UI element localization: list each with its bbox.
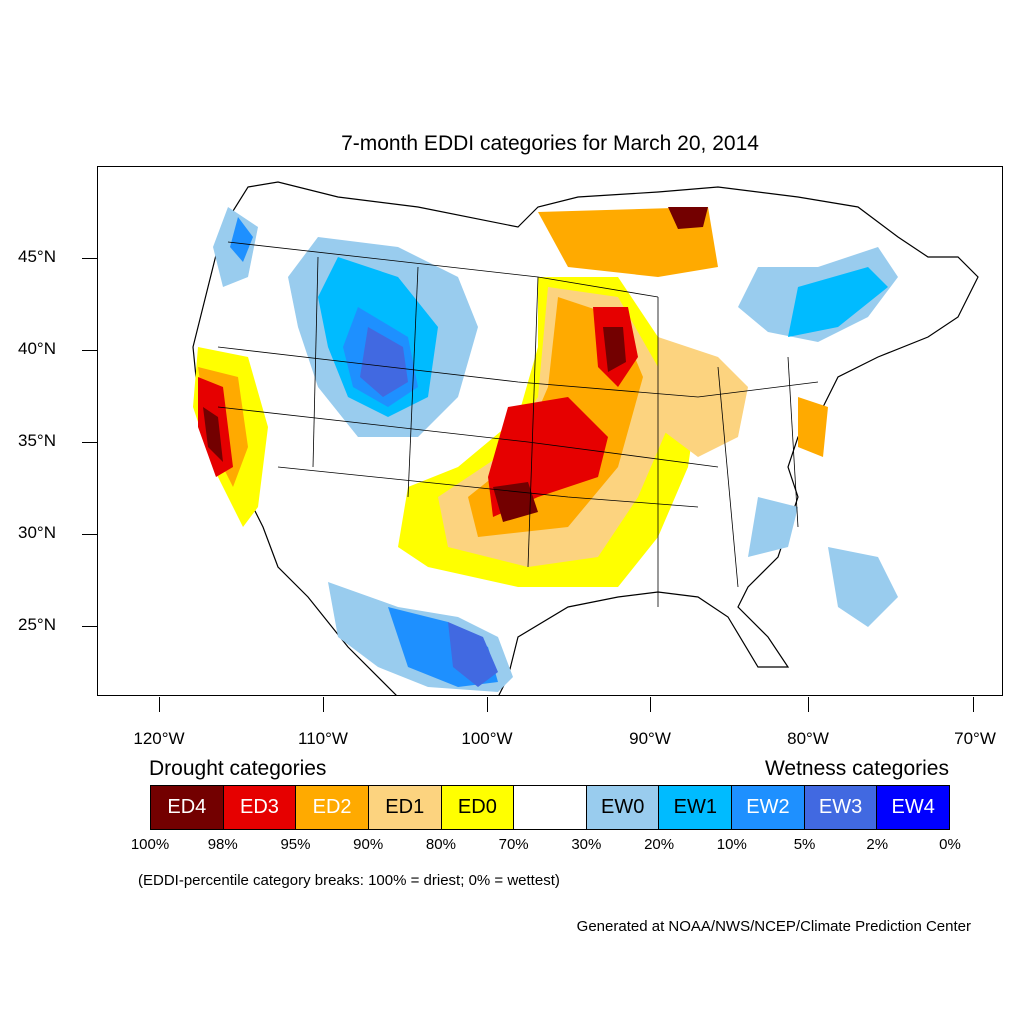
legend-box-ew1: EW1 bbox=[659, 786, 733, 829]
legend-box-ed2: ED2 bbox=[296, 786, 369, 829]
lat-tick bbox=[82, 350, 97, 351]
percentile-break-label: 30% bbox=[571, 836, 602, 853]
legend-box-normal bbox=[514, 786, 587, 829]
lon-tick bbox=[323, 697, 324, 712]
lat-tick bbox=[82, 626, 97, 627]
lat-tick bbox=[82, 258, 97, 259]
percentile-break-label: 0% bbox=[939, 836, 961, 853]
lon-tick bbox=[973, 697, 974, 712]
percentile-break-label: 98% bbox=[207, 836, 238, 853]
legend-box-ew0: EW0 bbox=[586, 786, 660, 829]
legend-box-ed4: ED4 bbox=[151, 786, 224, 829]
eddi-map bbox=[192, 181, 979, 695]
category-legend-bar: ED4 ED3 ED2 ED1 ED0 EW0 EW1 EW2 EW3 EW4 bbox=[150, 785, 950, 830]
lat-label-25: 25°N bbox=[18, 615, 56, 634]
lat-tick bbox=[82, 442, 97, 443]
map-title: 7-month EDDI categories for March 20, 20… bbox=[341, 132, 759, 155]
state-boundaries bbox=[217, 241, 819, 607]
lon-tick bbox=[159, 697, 160, 712]
percentile-break-label: 80% bbox=[425, 836, 456, 853]
percentile-break-label: 10% bbox=[716, 836, 747, 853]
lon-label-120: 120°W bbox=[133, 729, 185, 748]
legend-box-ew2: EW2 bbox=[732, 786, 805, 829]
legend-box-ed3: ED3 bbox=[223, 786, 297, 829]
wetness-areas bbox=[213, 207, 898, 692]
lon-tick bbox=[650, 697, 651, 712]
lat-label-45: 45°N bbox=[18, 247, 56, 266]
legend-box-ew3: EW3 bbox=[804, 786, 878, 829]
percentile-break-label: 70% bbox=[498, 836, 529, 853]
percentile-break-label: 5% bbox=[793, 836, 816, 853]
lon-label-80: 80°W bbox=[787, 729, 829, 748]
percentile-break-label: 90% bbox=[353, 836, 384, 853]
percentile-break-label: 2% bbox=[866, 836, 889, 853]
lon-label-90: 90°W bbox=[629, 729, 671, 748]
lat-label-40: 40°N bbox=[18, 339, 56, 358]
map-panel bbox=[97, 166, 1003, 696]
drought-areas bbox=[193, 207, 828, 587]
percentile-break-label: 20% bbox=[644, 836, 675, 853]
lon-label-70: 70°W bbox=[954, 729, 996, 748]
lon-tick bbox=[808, 697, 809, 712]
lat-label-35: 35°N bbox=[18, 431, 56, 450]
lon-label-110: 110°W bbox=[298, 729, 348, 748]
lon-label-100: 100°W bbox=[461, 729, 513, 748]
percentile-break-label: 95% bbox=[280, 836, 311, 853]
legend-box-ed0: ED0 bbox=[441, 786, 515, 829]
generated-credit: Generated at NOAA/NWS/NCEP/Climate Predi… bbox=[576, 918, 971, 935]
lon-tick bbox=[487, 697, 488, 712]
wetness-categories-heading: Wetness categories bbox=[764, 757, 949, 780]
lat-tick bbox=[82, 534, 97, 535]
category-breaks-footnote: (EDDI-percentile category breaks: 100% =… bbox=[138, 872, 560, 889]
percentile-break-label: 100% bbox=[130, 836, 170, 853]
legend-box-ed1: ED1 bbox=[368, 786, 442, 829]
drought-categories-heading: Drought categories bbox=[149, 757, 327, 780]
lat-label-30: 30°N bbox=[18, 523, 56, 542]
legend-box-ew4: EW4 bbox=[877, 786, 950, 829]
